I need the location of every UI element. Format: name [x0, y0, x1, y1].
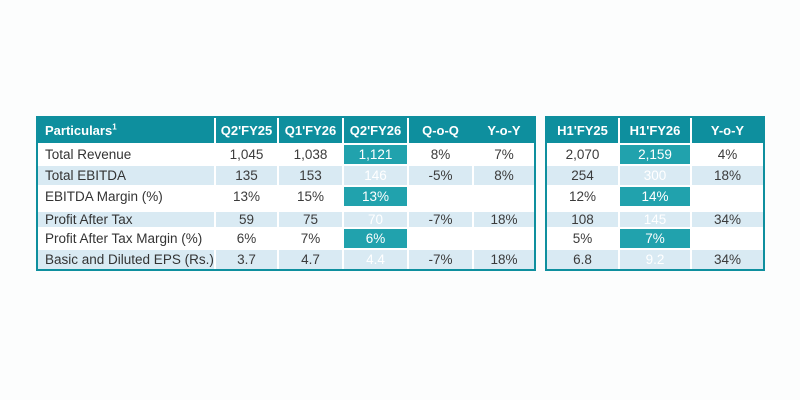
table-cell: [409, 227, 474, 248]
table-cell: 18%: [474, 206, 534, 227]
row-label: Profit After Tax Margin (%): [38, 227, 216, 248]
table-cell: -7%: [409, 206, 474, 227]
table-cell: 59: [216, 206, 279, 227]
table-cell: [474, 227, 534, 248]
particulars-label: Particulars: [45, 123, 113, 138]
table-cell: 18%: [692, 164, 763, 185]
column-header-q2fy26: Q2'FY26: [344, 118, 409, 143]
table-cell: 18%: [474, 248, 534, 269]
table-cell: 8%: [409, 143, 474, 164]
table-cell: [409, 185, 474, 206]
table-cell-highlight: 2,159: [620, 143, 692, 164]
table-cell: 3.7: [216, 248, 279, 269]
row-label: EBITDA Margin (%): [38, 185, 216, 206]
table-cell: 135: [216, 164, 279, 185]
table-cell-highlight: 1,121: [344, 143, 409, 164]
table-cell: 5%: [547, 227, 620, 248]
table-cell: -5%: [409, 164, 474, 185]
table-cell: 4.7: [279, 248, 344, 269]
row-label: Total EBITDA: [38, 164, 216, 185]
table-row: 108 145 34%: [547, 206, 763, 227]
table-cell: 8%: [474, 164, 534, 185]
table-row: Profit After Tax 59 75 70 -7% 18%: [38, 206, 534, 227]
column-header-particulars: Particulars1: [38, 118, 216, 143]
table-cell: 12%: [547, 185, 620, 206]
table-cell: 1,038: [279, 143, 344, 164]
table-row: Total EBITDA 135 153 146 -5% 8%: [38, 164, 534, 185]
table-row: Profit After Tax Margin (%) 6% 7% 6%: [38, 227, 534, 248]
table-row: 5% 7%: [547, 227, 763, 248]
table-cell: 7%: [279, 227, 344, 248]
quarterly-table: Particulars1 Q2'FY25 Q1'FY26 Q2'FY26 Q-o…: [38, 118, 534, 269]
table-cell: [692, 227, 763, 248]
table-cell-highlight: 13%: [344, 185, 409, 206]
table-cell-highlight: 7%: [620, 227, 692, 248]
table-row: 2,070 2,159 4%: [547, 143, 763, 164]
column-header-yoy: Y-o-Y: [474, 118, 534, 143]
table-cell: 6%: [216, 227, 279, 248]
table-cell-highlight: 146: [344, 164, 409, 185]
table-cell: 15%: [279, 185, 344, 206]
table-cell: 7%: [474, 143, 534, 164]
table-cell: 108: [547, 206, 620, 227]
table-cell: 254: [547, 164, 620, 185]
column-header-q1fy26: Q1'FY26: [279, 118, 344, 143]
quarterly-results-table: Particulars1 Q2'FY25 Q1'FY26 Q2'FY26 Q-o…: [36, 116, 536, 271]
table-cell-highlight: 9.2: [620, 248, 692, 269]
table-row: 254 300 18%: [547, 164, 763, 185]
table-cell-highlight: 300: [620, 164, 692, 185]
table-cell: 13%: [216, 185, 279, 206]
table-cell: [692, 185, 763, 206]
table-cell: 1,045: [216, 143, 279, 164]
row-label: Profit After Tax: [38, 206, 216, 227]
column-header-yoy: Y-o-Y: [692, 118, 763, 143]
half-year-table: H1'FY25 H1'FY26 Y-o-Y 2,070 2,159 4% 254…: [547, 118, 763, 269]
table-cell: 75: [279, 206, 344, 227]
table-cell: 34%: [692, 206, 763, 227]
table-cell-highlight: 145: [620, 206, 692, 227]
header-row: Particulars1 Q2'FY25 Q1'FY26 Q2'FY26 Q-o…: [38, 118, 534, 143]
column-header-qoq: Q-o-Q: [409, 118, 474, 143]
column-header-h1fy25: H1'FY25: [547, 118, 620, 143]
footnote-marker: 1: [112, 122, 117, 132]
table-row: EBITDA Margin (%) 13% 15% 13%: [38, 185, 534, 206]
table-cell: 153: [279, 164, 344, 185]
table-cell: [474, 185, 534, 206]
table-row: 12% 14%: [547, 185, 763, 206]
table-cell-highlight: 70: [344, 206, 409, 227]
row-label: Basic and Diluted EPS (Rs.): [38, 248, 216, 269]
column-header-h1fy26: H1'FY26: [620, 118, 692, 143]
table-cell: 6.8: [547, 248, 620, 269]
table-cell-highlight: 14%: [620, 185, 692, 206]
column-header-q2fy25: Q2'FY25: [216, 118, 279, 143]
half-year-results-table: H1'FY25 H1'FY26 Y-o-Y 2,070 2,159 4% 254…: [545, 116, 765, 271]
table-cell: -7%: [409, 248, 474, 269]
row-label: Total Revenue: [38, 143, 216, 164]
header-row: H1'FY25 H1'FY26 Y-o-Y: [547, 118, 763, 143]
table-cell-highlight: 4.4: [344, 248, 409, 269]
table-cell-highlight: 6%: [344, 227, 409, 248]
table-row: Basic and Diluted EPS (Rs.) 3.7 4.7 4.4 …: [38, 248, 534, 269]
table-cell: 4%: [692, 143, 763, 164]
table-cell: 2,070: [547, 143, 620, 164]
table-row: 6.8 9.2 34%: [547, 248, 763, 269]
table-row: Total Revenue 1,045 1,038 1,121 8% 7%: [38, 143, 534, 164]
table-cell: 34%: [692, 248, 763, 269]
